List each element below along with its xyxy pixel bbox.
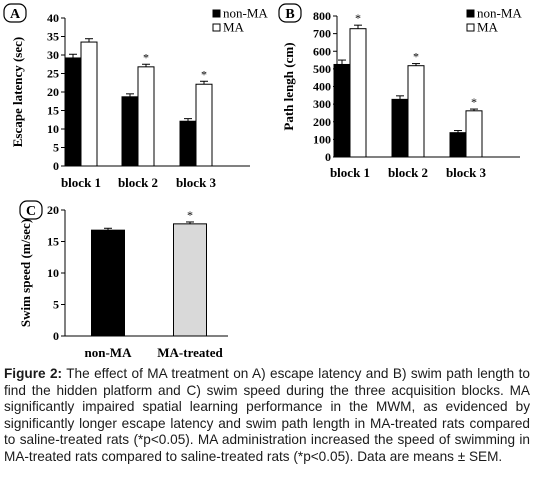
legend-swatch-b <box>466 23 475 32</box>
category-label-a: block 1 <box>61 175 101 190</box>
legend-swatch-a <box>212 23 221 32</box>
panel-label-b: B <box>285 7 294 22</box>
legend-label-b: non-MA <box>477 6 522 21</box>
y-tick-label-a: 25 <box>47 67 59 81</box>
bar-b <box>349 28 367 158</box>
legend-swatch-a <box>212 9 221 18</box>
y-tick-label-b: 100 <box>313 132 331 146</box>
y-tick-label-a: 35 <box>47 30 59 44</box>
y-tick-label-a: 15 <box>47 104 59 118</box>
y-tick-label-a: 20 <box>47 85 59 99</box>
y-tick-label-b: 800 <box>313 9 331 23</box>
category-label-a: block 3 <box>176 175 217 190</box>
category-label-c: non-MA <box>85 345 133 360</box>
category-label-b: block 1 <box>330 165 370 180</box>
y-axis-label-a: Escape latency (sec) <box>10 37 25 147</box>
y-tick-label-b: 400 <box>313 80 331 94</box>
bar-a <box>121 96 139 167</box>
bar-a <box>179 120 197 167</box>
category-label-c: MA-treated <box>157 345 223 360</box>
y-tick-label-b: 600 <box>313 44 331 58</box>
significance-marker-a: * <box>143 50 149 64</box>
significance-marker-b: * <box>471 95 477 109</box>
category-label-a: block 2 <box>118 175 158 190</box>
legend-swatch-b <box>466 9 475 18</box>
bar-b <box>391 98 409 158</box>
panel-label-box-a <box>3 3 27 23</box>
y-tick-label-a: 40 <box>47 11 59 25</box>
y-tick-label-b: 200 <box>313 115 331 129</box>
panel-label-box-b <box>278 3 302 23</box>
significance-marker-b: * <box>413 50 419 64</box>
panel-b: 0 100 200 300 400 500 600 700 800 Path lengh (cm)… <box>278 3 522 180</box>
y-tick-label-c: 20 <box>47 203 59 217</box>
bar-a <box>64 57 82 167</box>
y-tick-label-b: 300 <box>313 97 331 111</box>
panel-a: 0 5 10 15 20 25 30 35 40 Escape latency (sec) Ablo… <box>3 3 268 190</box>
category-label-b: block 2 <box>388 165 428 180</box>
y-axis-label-b: Path lengh (cm) <box>281 42 296 130</box>
caption-text: The effect of MA treatment on A) escape … <box>4 366 530 464</box>
bar-c <box>91 229 125 337</box>
bar-c <box>173 223 207 337</box>
y-tick-label-c: 15 <box>47 235 59 249</box>
y-tick-label-a: 5 <box>53 141 59 155</box>
significance-marker-c: * <box>187 208 193 222</box>
figure-panels: 0 5 10 15 20 25 30 35 40 Escape latency (sec) Ablo… <box>3 3 522 360</box>
legend-label-b: MA <box>477 20 499 35</box>
figure-caption: Figure 2: The effect of MA treatment on … <box>4 366 530 466</box>
significance-marker-a: * <box>201 67 207 81</box>
bar-b <box>449 132 467 158</box>
category-label-b: block 3 <box>446 165 487 180</box>
y-tick-label-a: 0 <box>53 159 59 173</box>
y-tick-label-b: 700 <box>313 27 331 41</box>
y-axis-label-c: Swim speed (m/sec) <box>18 219 33 327</box>
bar-a <box>137 66 155 167</box>
y-tick-label-b: 0 <box>325 150 331 164</box>
y-tick-label-c: 10 <box>47 266 59 280</box>
y-tick-label-c: 5 <box>53 298 59 312</box>
bar-b <box>333 63 351 158</box>
panel-label-c: C <box>26 204 36 219</box>
panel-label-box-c <box>19 200 43 220</box>
y-tick-label-a: 30 <box>47 48 59 62</box>
panel-label-a: A <box>10 7 21 22</box>
caption-label: Figure 2: <box>4 366 63 381</box>
significance-marker-b: * <box>355 11 361 25</box>
y-tick-label-a: 10 <box>47 122 59 136</box>
legend-label-a: non-MA <box>223 6 268 21</box>
legend-label-a: MA <box>223 20 245 35</box>
bar-b <box>465 110 483 158</box>
y-tick-label-b: 500 <box>313 62 331 76</box>
bar-a <box>80 41 98 167</box>
y-tick-label-c: 0 <box>53 329 59 343</box>
bar-b <box>407 65 425 158</box>
bar-a <box>195 83 213 167</box>
